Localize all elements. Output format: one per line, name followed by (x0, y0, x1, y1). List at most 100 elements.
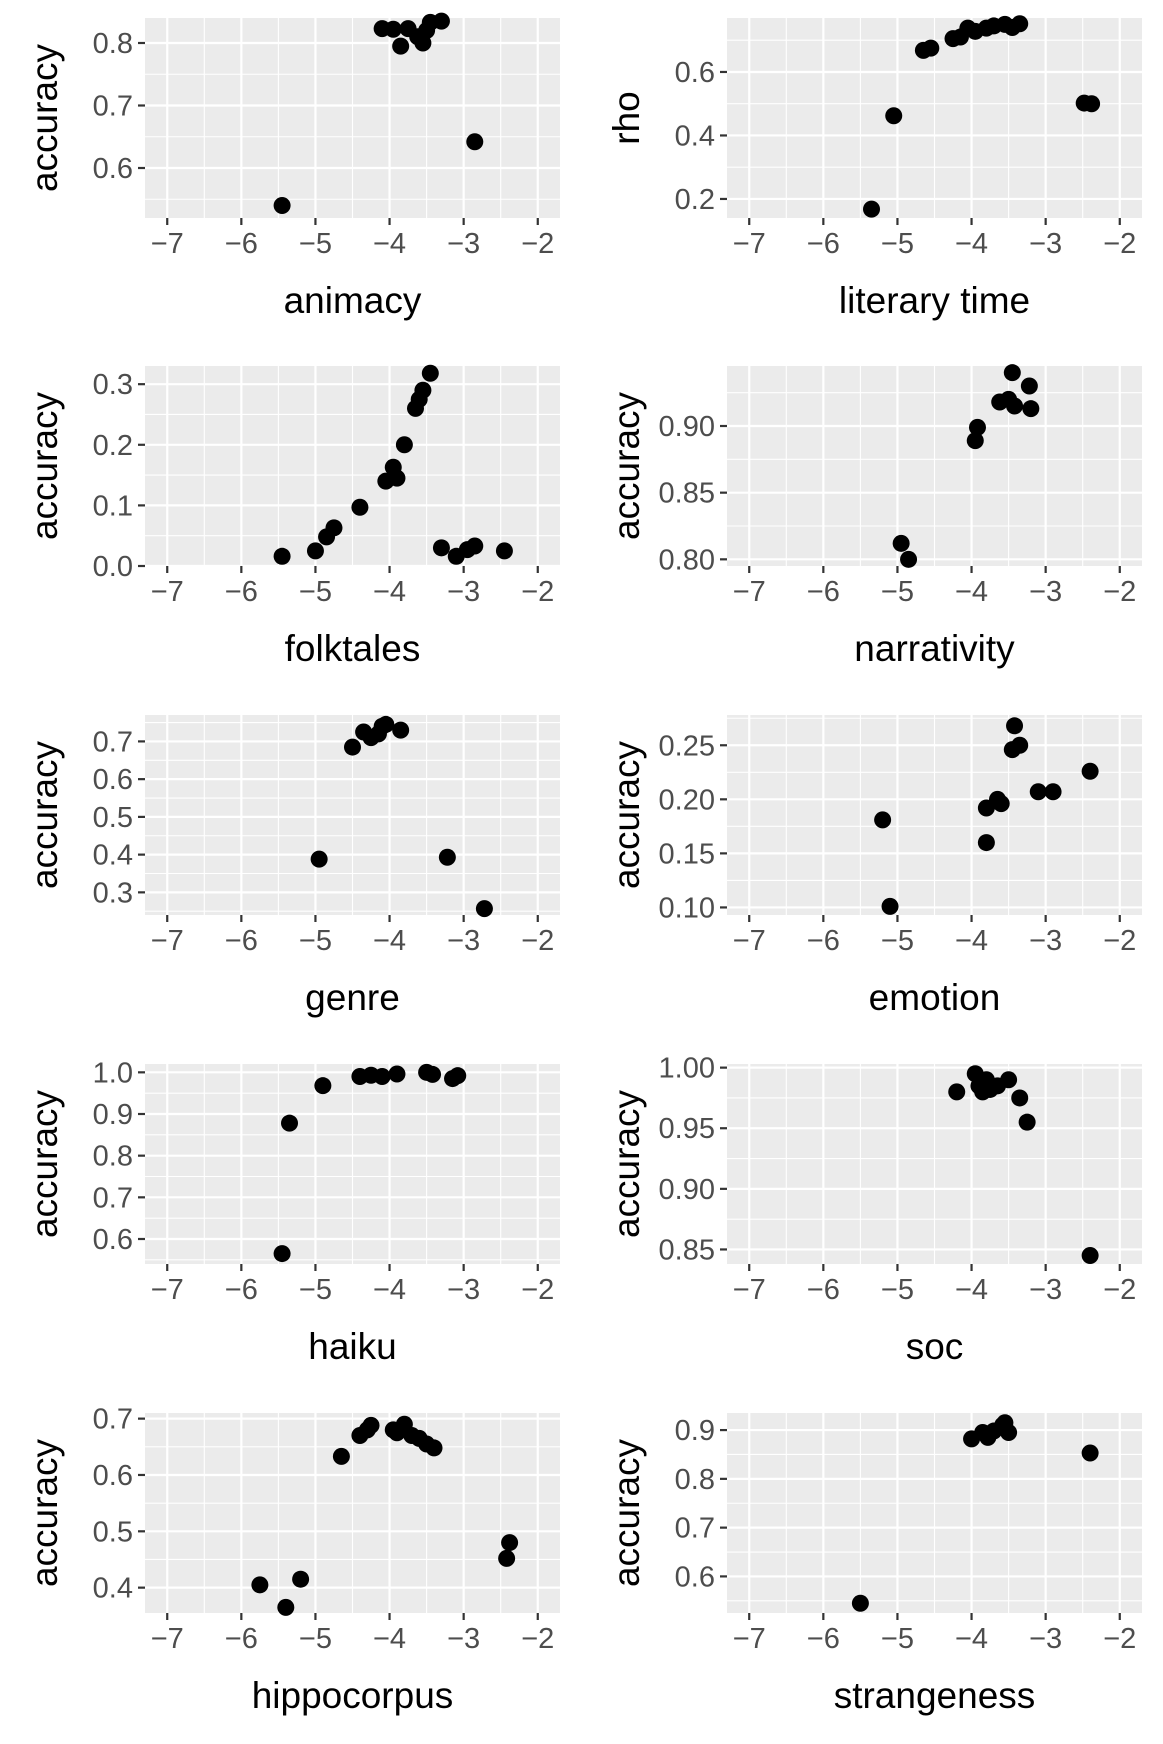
data-point (992, 795, 1010, 813)
chart-haiku: −7 −6 −5 −4 −3 −2 0.6 0.7 0.8 0.9 1.0 haiku accuracy (24, 1057, 560, 1367)
data-point (1083, 95, 1101, 113)
data-point (432, 539, 450, 557)
folktales-points (273, 364, 513, 565)
data-point (384, 20, 402, 38)
x-tick-label: −5 (299, 576, 332, 608)
panel-haiku: −7 −6 −5 −4 −3 −2 0.6 0.7 0.8 0.9 1.0 haiku accuracy (0, 1046, 581, 1394)
data-point (424, 1065, 442, 1083)
chart-emotion: −7 −6 −5 −4 −3 −2 0.10 0.15 0.20 0.25 emotion accur… (606, 715, 1142, 1018)
y-tick-label: 1.00 (659, 1053, 715, 1085)
y-tick-label: 0.80 (659, 544, 715, 576)
x-tick-label: −5 (881, 1623, 914, 1655)
haiku-axes: −7 −6 −5 −4 −3 −2 0.6 0.7 0.8 0.9 1.0 (93, 1057, 555, 1306)
x-tick-label: −6 (225, 228, 258, 260)
chart-literary-time: −7 −6 −5 −4 −3 −2 0.2 0.4 0.6 literary time rho (606, 15, 1142, 321)
data-point (273, 197, 291, 214)
data-point (977, 834, 995, 852)
data-point (414, 381, 432, 399)
x-axis-title: emotion (869, 977, 1001, 1018)
x-tick-label: −2 (1103, 1623, 1136, 1655)
y-axis-title: accuracy (24, 43, 65, 192)
literary-time-points (863, 15, 1101, 218)
data-point (332, 1447, 350, 1465)
y-tick-label: 0.7 (93, 91, 133, 123)
x-tick-label: −4 (373, 228, 406, 260)
data-point (922, 39, 940, 57)
literary-time-gridlines (727, 18, 1142, 218)
chart-animacy: −7 −6 −5 −4 −3 −2 0.6 0.7 0.8 animacy accuracy (24, 12, 560, 321)
literary-time-axes: −7 −6 −5 −4 −3 −2 0.2 0.4 0.6 (675, 57, 1137, 260)
x-tick-label: −2 (521, 228, 554, 260)
data-point (392, 721, 410, 739)
data-point (966, 432, 984, 450)
data-point (395, 436, 413, 454)
y-tick-label: 0.7 (93, 1404, 133, 1436)
y-tick-label: 0.20 (659, 784, 715, 816)
x-axis-title: folktales (285, 628, 421, 669)
y-tick-label: 0.5 (93, 802, 133, 834)
narrativity-axes: −7 −6 −5 −4 −3 −2 0.80 0.85 0.90 (659, 411, 1137, 608)
panel-folktales: −7 −6 −5 −4 −3 −2 0.0 0.1 0.2 0.3 folktales accurac… (0, 348, 581, 696)
y-tick-label: 0.2 (675, 184, 715, 216)
y-tick-label: 0.6 (93, 153, 133, 185)
chart-narrativity: −7 −6 −5 −4 −3 −2 0.80 0.85 0.90 narrativity accur… (606, 364, 1142, 669)
y-tick-label: 0.7 (675, 1513, 715, 1545)
data-point (968, 418, 986, 436)
x-tick-label: −6 (807, 228, 840, 260)
data-point (373, 1068, 391, 1085)
data-point (1000, 1424, 1018, 1442)
haiku-gridlines (145, 1064, 560, 1264)
genre-axes: −7 −6 −5 −4 −3 −2 0.3 0.4 0.5 0.6 0.7 (93, 726, 555, 957)
x-tick-label: −5 (299, 1623, 332, 1655)
animacy-axes: −7 −6 −5 −4 −3 −2 0.6 0.7 0.8 (93, 28, 555, 260)
data-point (273, 547, 291, 565)
data-point (325, 519, 343, 537)
data-point (466, 133, 484, 151)
y-tick-label: 0.6 (93, 764, 133, 796)
data-point (425, 1439, 443, 1457)
chart-hippocorpus: −7 −6 −5 −4 −3 −2 0.4 0.5 0.6 0.7 hippocorpus accur… (24, 1404, 560, 1716)
y-tick-label: 0.95 (659, 1113, 715, 1145)
hippocorpus-points (251, 1415, 519, 1616)
data-point (1081, 762, 1099, 780)
animacy-gridlines (145, 18, 560, 218)
y-axis-title: accuracy (606, 1438, 647, 1587)
x-axis-title: haiku (308, 1326, 396, 1367)
x-tick-label: −2 (521, 1623, 554, 1655)
emotion-axes: −7 −6 −5 −4 −3 −2 0.10 0.15 0.20 0.25 (659, 730, 1137, 957)
x-tick-label: −6 (807, 576, 840, 608)
data-point (1011, 736, 1029, 754)
y-axis-title: accuracy (24, 1089, 65, 1238)
x-tick-label: −4 (955, 228, 988, 260)
data-point (362, 1416, 380, 1434)
x-tick-label: −6 (225, 576, 258, 608)
y-tick-label: 0.10 (659, 892, 715, 924)
x-tick-label: −2 (521, 1274, 554, 1306)
y-tick-label: 0.3 (93, 877, 133, 909)
y-axis-title: accuracy (24, 391, 65, 540)
data-point (1003, 364, 1021, 382)
data-point (1006, 717, 1024, 735)
x-tick-label: −3 (447, 925, 480, 957)
data-point (1006, 397, 1024, 415)
x-tick-label: −2 (1103, 925, 1136, 957)
y-tick-label: 0.8 (93, 1141, 133, 1173)
x-tick-label: −3 (1029, 576, 1062, 608)
panel-strangeness: −7 −6 −5 −4 −3 −2 0.6 0.7 0.8 0.9 strangeness accur… (582, 1395, 1163, 1743)
y-axis-title: accuracy (24, 740, 65, 889)
x-tick-label: −3 (1029, 925, 1062, 957)
x-tick-label: −3 (447, 1623, 480, 1655)
data-point (501, 1534, 519, 1552)
data-point (1022, 400, 1040, 418)
hippocorpus-axes: −7 −6 −5 −4 −3 −2 0.4 0.5 0.6 0.7 (93, 1404, 555, 1655)
panel-emotion: −7 −6 −5 −4 −3 −2 0.10 0.15 0.20 0.25 emotion accur… (582, 697, 1163, 1045)
x-tick-label: −7 (733, 576, 766, 608)
x-axis-title: hippocorpus (252, 1675, 454, 1716)
y-tick-label: 0.25 (659, 730, 715, 762)
x-tick-label: −7 (151, 576, 184, 608)
x-tick-label: −4 (373, 576, 406, 608)
x-tick-label: −3 (447, 576, 480, 608)
data-point (344, 738, 361, 756)
x-tick-label: −4 (955, 925, 988, 957)
